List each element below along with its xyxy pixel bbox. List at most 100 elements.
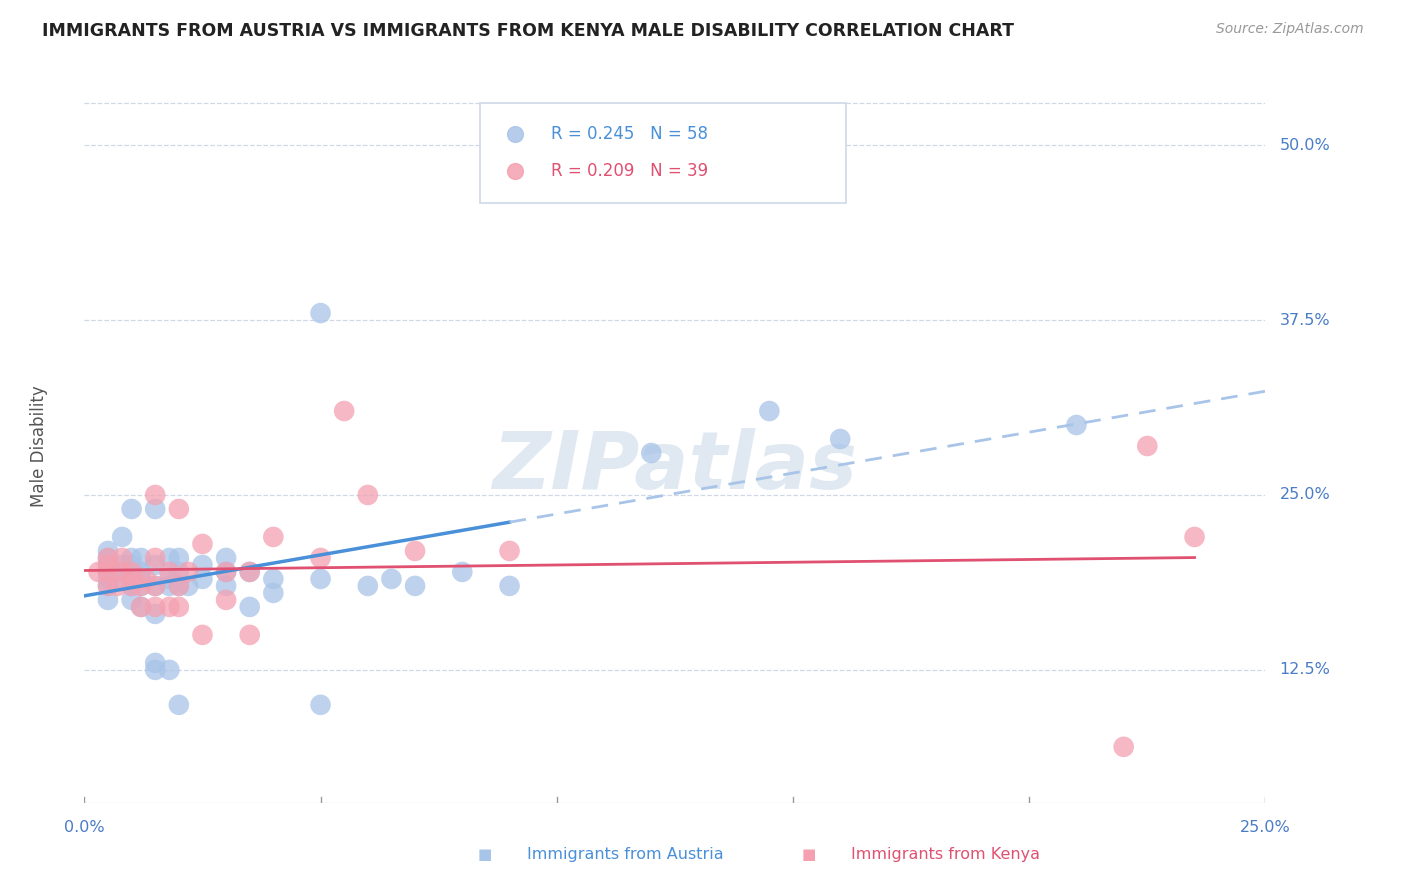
- Text: 37.5%: 37.5%: [1279, 312, 1330, 327]
- Point: [143, 550, 166, 565]
- Point: [121, 593, 143, 607]
- Point: [215, 550, 238, 565]
- Point: [111, 530, 134, 544]
- Point: [143, 579, 166, 593]
- Point: [121, 550, 143, 565]
- Point: [143, 599, 166, 614]
- Point: [262, 572, 284, 586]
- Point: [357, 488, 380, 502]
- Point: [107, 579, 129, 593]
- Point: [215, 565, 238, 579]
- Point: [215, 593, 238, 607]
- Point: [143, 579, 166, 593]
- Point: [143, 488, 166, 502]
- Point: [758, 404, 780, 418]
- Point: [129, 572, 152, 586]
- Point: [97, 558, 120, 572]
- Point: [97, 579, 120, 593]
- Point: [167, 565, 190, 579]
- Point: [239, 565, 262, 579]
- Text: ■: ■: [801, 847, 815, 862]
- Text: 25.0%: 25.0%: [1240, 820, 1291, 835]
- Point: [129, 565, 152, 579]
- Point: [451, 565, 474, 579]
- Text: IMMIGRANTS FROM AUSTRIA VS IMMIGRANTS FROM KENYA MALE DISABILITY CORRELATION CHA: IMMIGRANTS FROM AUSTRIA VS IMMIGRANTS FR…: [42, 22, 1014, 40]
- Point: [97, 558, 120, 572]
- Point: [1066, 417, 1088, 432]
- Text: R = 0.209   N = 39: R = 0.209 N = 39: [551, 162, 709, 180]
- Text: 12.5%: 12.5%: [1279, 663, 1330, 677]
- Point: [143, 558, 166, 572]
- Point: [262, 530, 284, 544]
- Point: [191, 628, 214, 642]
- Text: 25.0%: 25.0%: [1279, 487, 1330, 502]
- Point: [309, 550, 332, 565]
- Point: [97, 593, 120, 607]
- Point: [157, 565, 180, 579]
- Point: [404, 579, 426, 593]
- Point: [143, 502, 166, 516]
- Point: [191, 572, 214, 586]
- Point: [143, 663, 166, 677]
- Point: [157, 663, 180, 677]
- Point: [167, 579, 190, 593]
- Point: [129, 579, 152, 593]
- Point: [129, 599, 152, 614]
- Text: 50.0%: 50.0%: [1279, 137, 1330, 153]
- Point: [97, 579, 120, 593]
- Point: [129, 599, 152, 614]
- Point: [97, 572, 120, 586]
- Point: [143, 656, 166, 670]
- Point: [498, 544, 520, 558]
- Point: [129, 550, 152, 565]
- Point: [167, 599, 190, 614]
- Point: [97, 544, 120, 558]
- Point: [157, 579, 180, 593]
- Point: [111, 565, 134, 579]
- Point: [309, 572, 332, 586]
- FancyBboxPatch shape: [479, 103, 846, 203]
- Point: [191, 558, 214, 572]
- Point: [1136, 439, 1159, 453]
- Point: [357, 579, 380, 593]
- Point: [177, 579, 200, 593]
- Point: [157, 550, 180, 565]
- Point: [333, 404, 356, 418]
- Point: [498, 579, 520, 593]
- Text: ■: ■: [478, 847, 492, 862]
- Point: [97, 550, 120, 565]
- Point: [121, 502, 143, 516]
- Point: [121, 579, 143, 593]
- Point: [143, 607, 166, 621]
- Point: [97, 565, 120, 579]
- Text: Male Disability: Male Disability: [31, 385, 48, 507]
- Text: Immigrants from Austria: Immigrants from Austria: [527, 847, 724, 862]
- Point: [404, 544, 426, 558]
- Text: Source: ZipAtlas.com: Source: ZipAtlas.com: [1216, 22, 1364, 37]
- Point: [111, 558, 134, 572]
- Point: [239, 599, 262, 614]
- Point: [121, 572, 143, 586]
- Point: [121, 558, 143, 572]
- Text: Immigrants from Kenya: Immigrants from Kenya: [851, 847, 1039, 862]
- Point: [167, 579, 190, 593]
- Point: [640, 446, 662, 460]
- Point: [380, 572, 402, 586]
- Point: [87, 565, 110, 579]
- Point: [121, 579, 143, 593]
- Point: [1184, 530, 1206, 544]
- Point: [1112, 739, 1135, 754]
- Point: [215, 579, 238, 593]
- Point: [121, 572, 143, 586]
- Point: [309, 306, 332, 320]
- Point: [167, 698, 190, 712]
- Text: 0.0%: 0.0%: [65, 820, 104, 835]
- Text: ZIPatlas: ZIPatlas: [492, 428, 858, 507]
- Point: [157, 599, 180, 614]
- Point: [97, 565, 120, 579]
- Point: [97, 550, 120, 565]
- Point: [239, 628, 262, 642]
- Point: [111, 572, 134, 586]
- Point: [167, 550, 190, 565]
- Point: [215, 565, 238, 579]
